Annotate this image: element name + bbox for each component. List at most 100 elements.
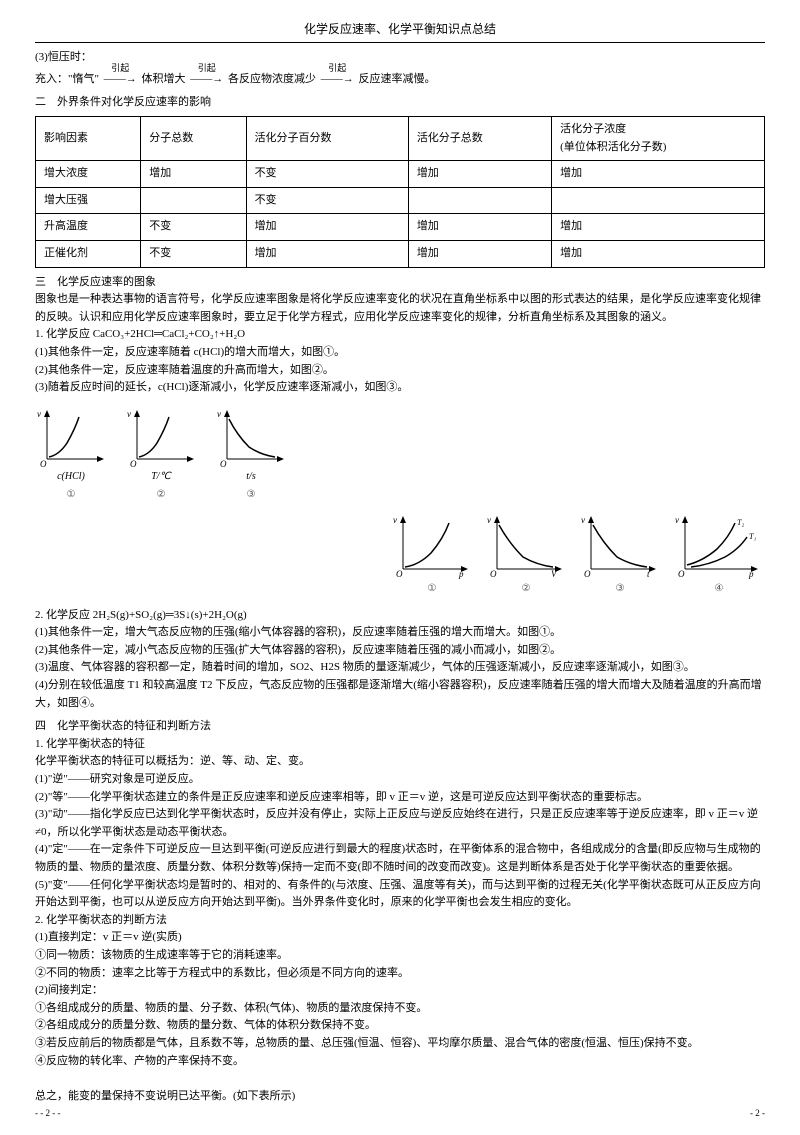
graph-svg: v O t bbox=[579, 513, 661, 579]
arrow-1: 引起——→ bbox=[102, 71, 139, 89]
eq2-title: 2. 化学反应 2H₂S(g)+SO₂(g)═3S↓(s)+2H₂O(g) bbox=[35, 607, 765, 625]
eq1-title: 1. 化学反应 CaCO₃+2HCl═CaCl₂+CO₂↑+H₂O bbox=[35, 326, 765, 344]
s3-intro: 图象也是一种表达事物的语言符号，化学反应速率图象是将化学反应速率变化的状况在直角… bbox=[35, 291, 765, 326]
s4-h1-intro: 化学平衡状态的特征可以概括为：逆、等、动、定、变。 bbox=[35, 753, 765, 771]
svg-text:O: O bbox=[678, 569, 685, 579]
table-row: 升高温度不变增加增加增加 bbox=[36, 214, 765, 241]
svg-text:v: v bbox=[127, 409, 131, 419]
graph-num: ③ bbox=[247, 487, 256, 503]
graph-1-3: v O t/s ③ bbox=[215, 407, 287, 503]
eq2-item: (1)其他条件一定，增大气态反应物的压强(缩小气体容器的容积)，反应速率随着压强… bbox=[35, 624, 765, 642]
section-graphs: 三 化学反应速率的图象 图象也是一种表达事物的语言符号，化学反应速率图象是将化学… bbox=[35, 274, 765, 713]
table-header-row: 影响因素 分子总数 活化分子百分数 活化分子总数 活化分子浓度 (单位体积活化分… bbox=[36, 116, 765, 160]
eq2-item: (3)温度、气体容器的容积都一定，随着时间的增加，SO2、H2S 物质的量逐渐减… bbox=[35, 659, 765, 677]
s4-conclusion: 总之，能变的量保持不变说明已达平衡。(如下表所示) bbox=[35, 1088, 765, 1106]
graph-num: ④ bbox=[715, 581, 724, 597]
flow-seg3: 反应速率减慢。 bbox=[358, 73, 435, 85]
graph-2-1: v O p ① bbox=[391, 513, 473, 597]
th: 分子总数 bbox=[141, 116, 246, 160]
svg-text:O: O bbox=[490, 569, 497, 579]
svg-text:O: O bbox=[584, 569, 591, 579]
graph-svg: v O V bbox=[485, 513, 567, 579]
flow-seg2: 各反应物浓度减少 bbox=[228, 73, 316, 85]
s4-item: ③若反应前后的物质都是气体，且系数不等，总物质的量、总压强(恒温、恒容)、平均摩… bbox=[35, 1035, 765, 1053]
table-row: 正催化剂不变增加增加增加 bbox=[36, 240, 765, 267]
svg-text:v: v bbox=[487, 515, 491, 525]
s1-heading: (3)恒压时： bbox=[35, 49, 765, 67]
graph-xlabel: T/℃ bbox=[151, 469, 171, 485]
svg-text:T₁: T₁ bbox=[749, 532, 756, 541]
graphs-row-1: v O c(HCl) ① v O T/℃ ② bbox=[35, 407, 765, 503]
s2-title: 二 外界条件对化学反应速率的影响 bbox=[35, 94, 765, 112]
s4-item: ②各组成成分的质量分数、物质的量分数、气体的体积分数保持不变。 bbox=[35, 1017, 765, 1035]
s4-h1: 1. 化学平衡状态的特征 bbox=[35, 736, 765, 754]
svg-text:O: O bbox=[220, 459, 227, 469]
s4-h2: 2. 化学平衡状态的判断方法 bbox=[35, 912, 765, 930]
svg-text:v: v bbox=[217, 409, 221, 419]
graph-num: ② bbox=[522, 581, 531, 597]
footer-page-left: - - 2 - - bbox=[35, 1106, 61, 1120]
section-constant-pressure: (3)恒压时： 充入："惰气" 引起——→ 体积增大 引起——→ 各反应物浓度减… bbox=[35, 49, 765, 88]
graph-svg: v O T₂ T₁ p bbox=[673, 513, 765, 579]
eq1-item: (1)其他条件一定，反应速率随着 c(HCl)的增大而增大，如图①。 bbox=[35, 344, 765, 362]
arrow-2: 引起——→ bbox=[188, 71, 225, 89]
flow-seg1: 体积增大 bbox=[141, 73, 185, 85]
graph-1-1: v O c(HCl) ① bbox=[35, 407, 107, 503]
s4-item: (2)"等"——化学平衡状态建立的条件是正反应速率和逆反应速率相等，即 v 正＝… bbox=[35, 789, 765, 807]
s4-item: (3)"动"——指化学反应已达到化学平衡状态时，反应并没有停止，实际上正反应与逆… bbox=[35, 806, 765, 841]
s3-title: 三 化学反应速率的图象 bbox=[35, 274, 765, 292]
svg-text:O: O bbox=[40, 459, 47, 469]
svg-text:T₂: T₂ bbox=[737, 518, 744, 527]
s4-item: ②不同的物质：速率之比等于方程式中的系数比，但必须是不同方向的速率。 bbox=[35, 965, 765, 983]
svg-text:v: v bbox=[37, 409, 41, 419]
section-equilibrium: 四 化学平衡状态的特征和判断方法 1. 化学平衡状态的特征 化学平衡状态的特征可… bbox=[35, 718, 765, 1105]
eq2-item: (4)分别在较低温度 T1 和较高温度 T2 下反应，气态反应物的压强都是逐渐增… bbox=[35, 677, 765, 712]
graph-2-2: v O V ② bbox=[485, 513, 567, 597]
s4-h2-2: (2)间接判定： bbox=[35, 982, 765, 1000]
s4-item: ④反应物的转化率、产物的产率保持不变。 bbox=[35, 1053, 765, 1071]
svg-text:O: O bbox=[396, 569, 403, 579]
graph-1-2: v O T/℃ ② bbox=[125, 407, 197, 503]
graph-xlabel: t/s bbox=[246, 469, 255, 485]
page-header-title: 化学反应速率、化学平衡知识点总结 bbox=[35, 20, 765, 43]
s4-item: ①同一物质：该物质的生成速率等于它的消耗速率。 bbox=[35, 947, 765, 965]
footer-page-right: - 2 - bbox=[750, 1106, 765, 1120]
graph-num: ① bbox=[428, 581, 437, 597]
flow-prefix: 充入："惰气" bbox=[35, 73, 99, 85]
eq1-item: (2)其他条件一定，反应速率随着温度的升高而增大，如图②。 bbox=[35, 362, 765, 380]
graph-svg: v O p bbox=[391, 513, 473, 579]
eq2-item: (2)其他条件一定，减小气态反应物的压强(扩大气体容器的容积)，反应速率随着压强… bbox=[35, 642, 765, 660]
graph-xlabel: c(HCl) bbox=[57, 469, 85, 485]
th: 活化分子百分数 bbox=[246, 116, 408, 160]
graph-num: ③ bbox=[616, 581, 625, 597]
svg-text:O: O bbox=[130, 459, 137, 469]
graphs-row-2: v O p ① v O V ② bbox=[35, 513, 765, 597]
svg-text:v: v bbox=[581, 515, 585, 525]
graph-svg: v O bbox=[125, 407, 197, 469]
s4-item: ①各组成成分的质量、物质的量、分子数、体积(气体)、物质的量浓度保持不变。 bbox=[35, 1000, 765, 1018]
s4-item: (1)"逆"——研究对象是可逆反应。 bbox=[35, 771, 765, 789]
svg-text:p: p bbox=[458, 569, 464, 579]
s4-item: (5)"变"——任何化学平衡状态均是暂时的、相对的、有条件的(与浓度、压强、温度… bbox=[35, 877, 765, 912]
arrow-3: 引起——→ bbox=[319, 71, 356, 89]
graph-svg: v O bbox=[35, 407, 107, 469]
svg-text:v: v bbox=[675, 515, 679, 525]
th: 活化分子总数 bbox=[408, 116, 551, 160]
th: 活化分子浓度 (单位体积活化分子数) bbox=[552, 116, 765, 160]
factors-table: 影响因素 分子总数 活化分子百分数 活化分子总数 活化分子浓度 (单位体积活化分… bbox=[35, 116, 765, 268]
th: 影响因素 bbox=[36, 116, 141, 160]
graph-2-3: v O t ③ bbox=[579, 513, 661, 597]
table-row: 增大浓度增加不变增加增加 bbox=[36, 161, 765, 188]
section-external-conditions: 二 外界条件对化学反应速率的影响 影响因素 分子总数 活化分子百分数 活化分子总… bbox=[35, 94, 765, 267]
s4-item: (4)"定"——在一定条件下可逆反应一旦达到平衡(可逆反应进行到最大的程度)状态… bbox=[35, 841, 765, 876]
flow-diagram: 充入："惰气" 引起——→ 体积增大 引起——→ 各反应物浓度减少 引起——→ … bbox=[35, 71, 765, 89]
graph-svg: v O bbox=[215, 407, 287, 469]
graph-num: ① bbox=[67, 487, 76, 503]
s4-h2-1: (1)直接判定：v 正＝v 逆(实质) bbox=[35, 929, 765, 947]
table-row: 增大压强不变 bbox=[36, 187, 765, 214]
graph-2-4: v O T₂ T₁ p ④ bbox=[673, 513, 765, 597]
svg-text:p: p bbox=[748, 569, 754, 579]
eq1-item: (3)随着反应时间的延长，c(HCl)逐渐减小，化学反应速率逐渐减小，如图③。 bbox=[35, 379, 765, 397]
svg-text:v: v bbox=[393, 515, 397, 525]
graph-num: ② bbox=[157, 487, 166, 503]
